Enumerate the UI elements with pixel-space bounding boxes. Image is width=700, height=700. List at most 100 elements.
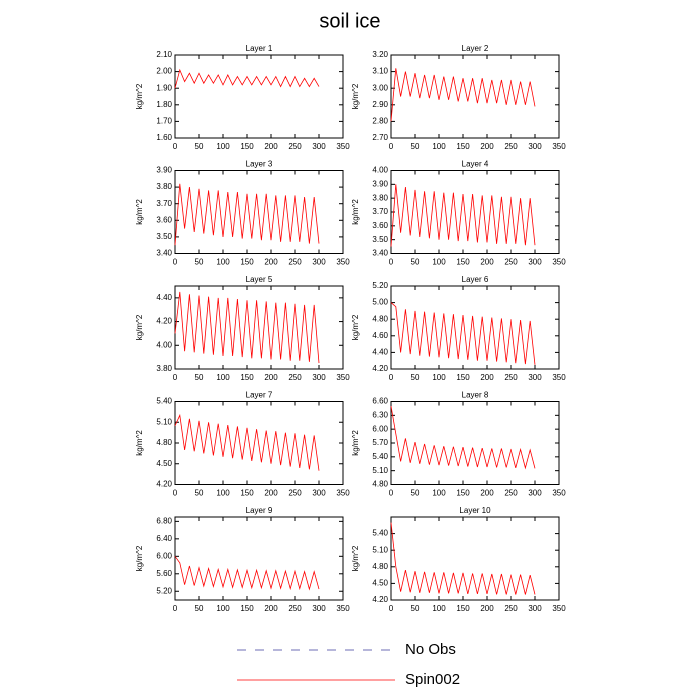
data-line — [174, 291, 320, 364]
y-tick-label: 3.60 — [372, 221, 388, 230]
panel-title: Layer 1 — [246, 44, 273, 53]
x-tick-label: 100 — [216, 604, 230, 613]
x-tick-label: 100 — [432, 258, 446, 267]
y-tick-label: 3.70 — [156, 199, 172, 208]
x-tick-label: 0 — [173, 373, 178, 382]
y-tick-label: 5.10 — [372, 466, 388, 475]
x-tick-label: 50 — [411, 258, 420, 267]
y-tick-label: 3.50 — [156, 232, 172, 241]
data-line — [174, 413, 320, 471]
y-axis-label: kg/m^2 — [135, 83, 144, 109]
y-tick-label: 4.40 — [372, 348, 388, 357]
x-tick-label: 100 — [216, 373, 230, 382]
plot-frame — [390, 285, 560, 370]
data-line — [390, 68, 536, 122]
panel-title: Layer 10 — [459, 506, 491, 515]
y-tick-label: 5.10 — [372, 545, 388, 554]
x-tick-label: 100 — [216, 258, 230, 267]
x-tick-label: 350 — [552, 373, 566, 382]
y-tick-label: 2.00 — [156, 67, 172, 76]
x-tick-label: 150 — [240, 142, 254, 151]
y-tick-label: 4.00 — [156, 340, 172, 349]
y-tick-label: 3.00 — [372, 83, 388, 92]
y-tick-label: 3.90 — [156, 166, 172, 175]
x-tick-label: 250 — [288, 373, 302, 382]
x-tick-label: 200 — [264, 489, 278, 498]
data-line — [390, 302, 536, 365]
y-tick-label: 4.00 — [372, 166, 388, 175]
x-tick-label: 150 — [240, 258, 254, 267]
y-tick-label: 1.70 — [156, 117, 172, 126]
y-tick-label: 3.90 — [372, 179, 388, 188]
x-tick-label: 200 — [264, 604, 278, 613]
x-tick-label: 0 — [389, 258, 394, 267]
y-axis-label: kg/m^2 — [351, 314, 360, 340]
x-tick-label: 350 — [336, 258, 350, 267]
y-tick-label: 3.70 — [372, 207, 388, 216]
plot-frame — [390, 170, 560, 254]
y-tick-label: 1.90 — [156, 83, 172, 92]
y-tick-label: 4.40 — [156, 293, 172, 302]
y-axis-label: kg/m^2 — [351, 545, 360, 571]
y-tick-label: 3.80 — [156, 364, 172, 373]
x-tick-label: 350 — [336, 489, 350, 498]
x-tick-label: 50 — [195, 604, 204, 613]
data-line — [390, 406, 536, 470]
x-tick-label: 300 — [312, 373, 326, 382]
plot-frame — [174, 516, 344, 601]
y-tick-label: 1.80 — [156, 100, 172, 109]
plot-frame — [390, 54, 560, 139]
y-tick-label: 5.10 — [156, 417, 172, 426]
x-tick-label: 350 — [336, 373, 350, 382]
y-tick-label: 4.20 — [156, 317, 172, 326]
x-tick-label: 100 — [432, 489, 446, 498]
x-tick-label: 300 — [312, 604, 326, 613]
y-tick-label: 3.50 — [372, 235, 388, 244]
x-tick-label: 50 — [195, 258, 204, 267]
y-tick-label: 2.90 — [372, 100, 388, 109]
plot-frame — [390, 401, 560, 485]
y-tick-label: 5.40 — [156, 397, 172, 406]
y-tick-label: 3.60 — [156, 215, 172, 224]
x-tick-label: 250 — [504, 373, 518, 382]
y-tick-label: 4.20 — [372, 595, 388, 604]
x-tick-label: 350 — [336, 142, 350, 151]
panel-title: Layer 8 — [462, 391, 489, 400]
panel-title: Layer 2 — [462, 44, 489, 53]
x-tick-label: 200 — [480, 258, 494, 267]
figure-title: soil ice — [319, 10, 380, 32]
x-tick-label: 350 — [552, 142, 566, 151]
x-tick-label: 0 — [173, 604, 178, 613]
panel-title: Layer 7 — [246, 391, 273, 400]
x-tick-label: 0 — [173, 489, 178, 498]
y-tick-label: 6.60 — [372, 397, 388, 406]
y-tick-label: 2.10 — [156, 50, 172, 59]
y-axis-label: kg/m^2 — [351, 199, 360, 225]
x-tick-label: 300 — [528, 142, 542, 151]
x-tick-label: 50 — [411, 373, 420, 382]
y-tick-label: 4.20 — [156, 480, 172, 489]
data-line — [390, 184, 536, 247]
x-tick-label: 350 — [552, 604, 566, 613]
y-tick-label: 6.00 — [372, 424, 388, 433]
y-axis-label: kg/m^2 — [351, 430, 360, 456]
panel-title: Layer 3 — [246, 160, 273, 169]
data-line — [174, 556, 320, 591]
y-tick-label: 6.30 — [372, 410, 388, 419]
x-tick-label: 250 — [504, 142, 518, 151]
y-tick-label: 4.80 — [372, 480, 388, 489]
x-tick-label: 350 — [336, 604, 350, 613]
y-tick-label: 4.80 — [156, 438, 172, 447]
y-tick-label: 4.80 — [372, 314, 388, 323]
x-tick-label: 100 — [432, 142, 446, 151]
y-tick-label: 5.60 — [156, 569, 172, 578]
plot-frame — [174, 54, 344, 139]
y-tick-label: 3.80 — [156, 182, 172, 191]
y-tick-label: 3.80 — [372, 193, 388, 202]
x-tick-label: 300 — [312, 258, 326, 267]
x-tick-label: 0 — [389, 604, 394, 613]
y-tick-label: 4.60 — [372, 331, 388, 340]
panel-title: Layer 6 — [462, 275, 489, 284]
x-tick-label: 250 — [288, 604, 302, 613]
x-tick-label: 250 — [288, 258, 302, 267]
